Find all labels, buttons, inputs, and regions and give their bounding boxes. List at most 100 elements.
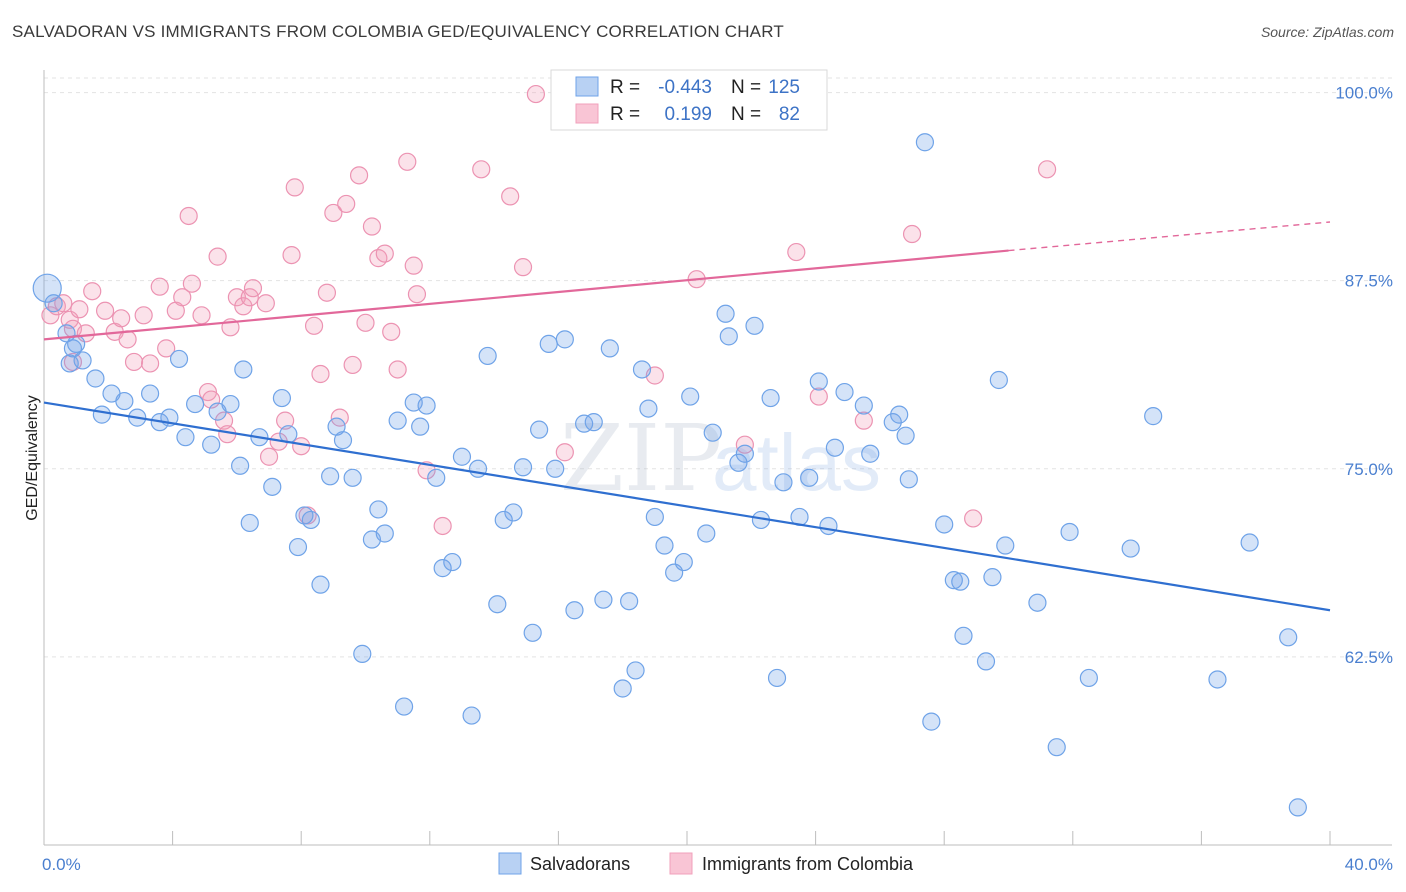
salvadorans-point-44	[417, 396, 436, 415]
salvadorans-point-41	[394, 697, 414, 716]
salvadorans-point-76	[697, 524, 716, 543]
salvadorans-point-56	[523, 623, 542, 642]
salvadorans-point-105	[976, 652, 996, 671]
colombia-point-32	[243, 279, 263, 298]
colombia-point-70	[787, 242, 806, 262]
salvadorans-point-86	[774, 473, 793, 492]
salvadorans-point-103	[951, 572, 970, 591]
salvadorans-point-26	[272, 388, 292, 408]
colombia-point-14	[134, 306, 153, 325]
colombia-point-34	[259, 447, 279, 466]
salvadorans-point-49	[462, 706, 481, 725]
colombia-point-15	[140, 354, 160, 373]
salvadorans-point-118	[1288, 798, 1307, 817]
salvadorans-point-107	[989, 370, 1008, 390]
salvadorans-point-104	[954, 626, 973, 645]
y-tick-label-1: 75.0%	[1345, 460, 1393, 479]
colombia-point-73	[902, 224, 922, 244]
stats-blue-r-value: -0.443	[658, 77, 712, 98]
salvadorans-point-93	[854, 396, 873, 415]
salvadorans-point-69	[632, 360, 652, 379]
stats-pink-swatch	[575, 103, 599, 124]
salvadorans-point-25	[263, 477, 282, 496]
salvadorans-point-88	[800, 468, 819, 487]
salvadorans-point-80	[729, 453, 748, 472]
salvadorans-point-55	[513, 458, 533, 477]
colombia-point-44	[324, 203, 343, 223]
salvadorans-point-23	[240, 513, 259, 533]
salvadorans-point-114	[1144, 407, 1163, 426]
salvadorans-point-10	[115, 391, 134, 411]
y-tick-label-2: 87.5%	[1345, 272, 1393, 291]
salvadorans-point-78	[716, 304, 735, 323]
salvadorans-point-81	[735, 444, 754, 463]
salvadorans-point-34	[333, 431, 353, 450]
salvadorans-point-53	[494, 510, 513, 530]
watermark: ZIP atlas	[560, 405, 881, 512]
colombia-point-29	[227, 288, 246, 307]
colombia-point-41	[304, 316, 324, 335]
x-tick-label-0: 0.0%	[42, 855, 81, 874]
trend-lines	[43, 221, 1331, 612]
colombia-point-12	[118, 330, 137, 349]
chart-title: SALVADORAN VS IMMIGRANTS FROM COLOMBIA G…	[12, 22, 784, 41]
colombia-trend-line-extension	[1008, 221, 1331, 252]
colombia-point-38	[285, 178, 304, 197]
legend-blue-swatch	[498, 852, 522, 875]
salvadorans-point-79	[719, 327, 738, 346]
stats-pink-r-value: 0.199	[664, 104, 712, 125]
salvadorans-point-106	[983, 568, 1002, 587]
colombia-point-22	[192, 306, 211, 325]
salvadorans-point-77	[703, 423, 722, 442]
salvadorans-point-72	[655, 536, 674, 555]
salvadorans-point-30	[301, 510, 320, 530]
colombia-point-54	[388, 360, 407, 379]
colombia-point-61	[501, 187, 520, 206]
colombia-point-50	[362, 217, 382, 236]
salvadorans-point-112	[1079, 668, 1098, 688]
colombia-point-19	[173, 288, 192, 307]
salvadorans-point-16	[176, 428, 195, 447]
salvadorans-point-22	[234, 360, 253, 379]
salvadorans-point-61	[565, 601, 584, 620]
stats-blue-n-label: N =	[731, 77, 761, 98]
axes	[43, 70, 1392, 846]
source-label: Source: ZipAtlas.com	[1260, 24, 1394, 40]
colombia-point-16	[150, 277, 169, 296]
salvadorans-point-92	[835, 382, 854, 402]
salvadorans-point-58	[539, 334, 558, 353]
salvadorans-point-54	[504, 503, 523, 522]
colombia-point-21	[182, 274, 201, 293]
colombia-point-11	[112, 309, 131, 328]
series-colombia-points	[41, 84, 1057, 536]
y-tick-label-0: 62.5%	[1345, 648, 1393, 667]
salvadorans-point-39	[375, 524, 394, 543]
salvadorans-point-45	[427, 468, 446, 487]
salvadorans-trend-line	[43, 401, 1331, 612]
colombia-trend-line	[43, 249, 1009, 341]
salvadorans-point-67	[620, 592, 639, 611]
salvadorans-point-46	[433, 559, 452, 578]
salvadorans-point-17	[186, 394, 205, 414]
salvadorans-point-100	[922, 712, 941, 731]
salvadorans-point-111	[1060, 522, 1079, 542]
stats-blue-swatch	[575, 76, 599, 97]
colombia-point-55	[398, 152, 417, 171]
x-tick-labels: 0.0% 40.0%	[42, 855, 1393, 874]
colombia-point-7	[83, 282, 102, 301]
colombia-point-52	[375, 244, 394, 263]
salvadorans-point-101	[935, 515, 954, 534]
series-salvadorans-points	[32, 133, 1307, 817]
legend-pink-swatch	[669, 852, 693, 875]
colombia-point-59	[433, 516, 452, 536]
colombia-point-57	[407, 285, 427, 304]
salvadorans-point-64	[594, 590, 613, 609]
colombia-point-74	[964, 509, 983, 528]
salvadorans-point-94	[861, 444, 880, 463]
salvadorans-point-75	[681, 387, 700, 406]
salvadorans-point-59	[546, 459, 565, 478]
salvadorans-point-71	[645, 507, 664, 527]
watermark-atlas: atlas	[712, 418, 881, 507]
salvadorans-point-12	[140, 384, 160, 403]
colombia-point-62	[513, 258, 533, 277]
